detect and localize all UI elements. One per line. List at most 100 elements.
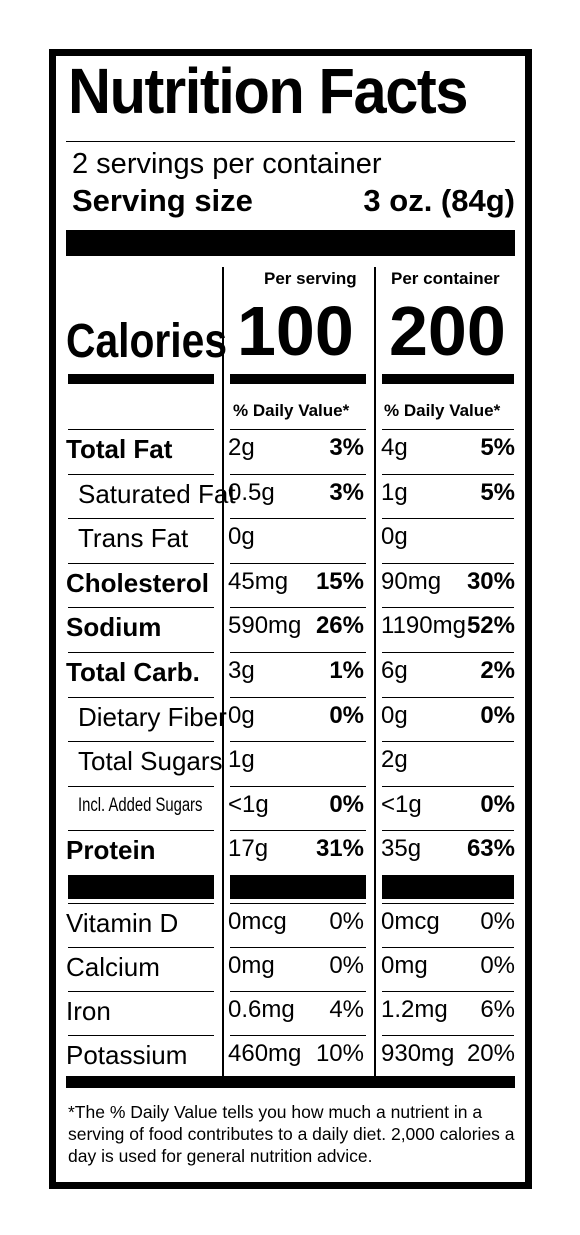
row-divider (230, 652, 366, 653)
row-divider (382, 696, 514, 698)
amount-per-serving: 1g (228, 746, 255, 774)
daily-value-per-serving: 26% (315, 612, 364, 640)
calories-bar-1 (68, 374, 214, 384)
calories-bar-3 (382, 374, 514, 384)
row-divider (230, 473, 366, 475)
amount-per-serving: 2g (228, 434, 255, 461)
amount-per-serving: 460mg (228, 1040, 302, 1067)
row-divider (68, 947, 214, 948)
row-divider (230, 518, 366, 520)
calories-label: Calories (66, 315, 228, 368)
amount-per-serving: 0g (228, 523, 255, 551)
amount-per-serving: 3g (228, 657, 255, 684)
row-divider (382, 785, 514, 787)
nutrient-name: Cholesterol (66, 567, 210, 598)
row-divider (230, 947, 366, 948)
row-divider (382, 903, 514, 904)
amount-per-container: 0mcg (381, 908, 440, 935)
daily-value-header-1: % Daily Value* (233, 401, 350, 420)
row-divider (382, 1035, 514, 1036)
nutrient-name: Incl. Added Sugars (78, 794, 203, 816)
daily-value-per-container: 0% (480, 952, 515, 979)
row-divider (382, 741, 514, 743)
row-divider (68, 830, 214, 832)
nutrient-name: Total Fat (66, 434, 173, 464)
amount-per-serving: 0.6mg (228, 996, 295, 1023)
row-divider (230, 785, 366, 787)
daily-value-per-container: 6% (480, 996, 515, 1023)
row-divider (68, 696, 214, 698)
nutrient-name: Total Sugars (78, 746, 223, 777)
nutrient-name: Iron (66, 996, 111, 1026)
daily-value-per-serving: 1% (329, 657, 364, 684)
row-divider (68, 741, 214, 743)
amount-per-container: 1.2mg (381, 996, 448, 1023)
row-divider (68, 1035, 214, 1036)
row-divider (68, 991, 214, 992)
row-divider (68, 903, 214, 904)
daily-value-per-serving: 0% (329, 952, 364, 979)
amount-per-serving: 0mg (228, 952, 275, 979)
serving-size-label: Serving size (72, 183, 253, 218)
daily-value-per-serving: 4% (329, 996, 364, 1023)
title-divider (66, 141, 515, 142)
daily-value-per-container: 5% (480, 478, 515, 506)
amount-per-serving: 0g (228, 701, 255, 729)
amount-per-serving: 17g (228, 835, 269, 863)
column-divider-1 (222, 267, 224, 1082)
nutrient-name: Total Carb. (66, 657, 200, 687)
daily-value-per-container: 0% (480, 790, 515, 818)
daily-value-per-serving: 0% (329, 908, 364, 935)
nutrient-name: Saturated Fat (78, 478, 236, 509)
nutrient-name: Sodium (66, 612, 162, 643)
daily-value-per-serving: 10% (315, 1040, 364, 1067)
daily-value-per-container: 0% (480, 701, 515, 729)
nutrient-name: Vitamin D (66, 908, 179, 938)
amount-per-container: 0g (381, 701, 408, 729)
row-divider (382, 830, 514, 832)
nutrient-name: Calcium (66, 952, 160, 982)
row-divider (230, 562, 366, 564)
daily-value-per-serving: 15% (315, 567, 364, 595)
calories-per-serving: 100 (237, 292, 354, 370)
servings-per-container: 2 servings per container (72, 148, 382, 180)
thick-bar-bottom (66, 1076, 515, 1088)
amount-per-serving: 590mg (228, 612, 302, 640)
daily-value-per-serving: 0% (329, 701, 364, 729)
daily-value-per-container: 5% (480, 434, 515, 461)
row-divider (382, 429, 514, 430)
per-serving-header: Per serving (264, 269, 357, 288)
amount-per-container: 4g (381, 434, 408, 461)
row-divider (68, 785, 214, 787)
row-divider (230, 607, 366, 609)
footnote: *The % Daily Value tells you how much a … (68, 1102, 515, 1166)
daily-value-per-container: 63% (466, 835, 515, 863)
row-divider (230, 1035, 366, 1036)
daily-value-per-container: 20% (466, 1040, 515, 1067)
daily-value-per-serving: 31% (315, 835, 364, 863)
amount-per-container: 1190mg (381, 612, 466, 640)
amount-per-container: 1g (381, 478, 408, 506)
row-divider (68, 607, 214, 609)
nutrition-facts-label: Nutrition Facts 2 servings per container… (49, 49, 532, 1189)
nutrient-name: Trans Fat (78, 523, 189, 554)
daily-value-per-serving: 0% (329, 790, 364, 818)
row-divider (230, 830, 366, 832)
per-container-header: Per container (391, 269, 500, 288)
calories-per-container: 200 (389, 292, 506, 370)
label-title: Nutrition Facts (68, 55, 468, 127)
amount-per-serving: 0.5g (228, 478, 275, 506)
column-divider-2 (374, 267, 376, 1082)
protein-bar-2 (230, 875, 366, 899)
row-divider (230, 991, 366, 992)
amount-per-container: 0g (381, 523, 408, 551)
amount-per-container: 0mg (381, 952, 428, 979)
daily-value-per-serving: 3% (329, 434, 364, 461)
daily-value-header-2: % Daily Value* (384, 401, 501, 420)
row-divider (382, 947, 514, 948)
row-divider (68, 652, 214, 653)
amount-per-container: 930mg (381, 1040, 455, 1067)
daily-value-per-container: 2% (480, 657, 515, 684)
calories-bar-2 (230, 374, 366, 384)
serving-size-value: 3 oz. (84g) (363, 183, 515, 218)
